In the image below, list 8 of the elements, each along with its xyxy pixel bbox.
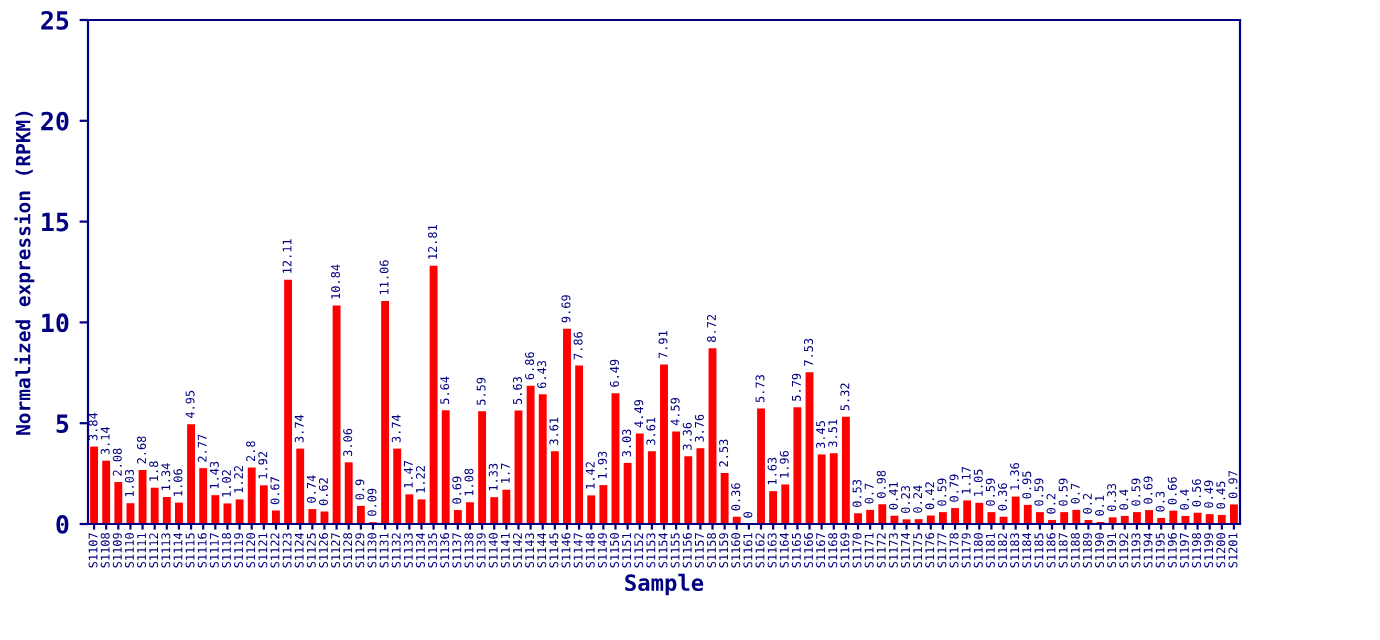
x-axis-title: Sample bbox=[625, 573, 704, 596]
y-tick-label: 25 bbox=[41, 10, 69, 30]
y-tick-label: 15 bbox=[42, 212, 69, 232]
y-axis-title: Normalized expression (RPKM) bbox=[14, 111, 35, 435]
y-tick-label: 5 bbox=[56, 414, 69, 434]
y-tick-label: 20 bbox=[41, 111, 69, 131]
y-tick-label: 10 bbox=[42, 313, 69, 333]
y-tick-label: 0 bbox=[56, 514, 69, 534]
